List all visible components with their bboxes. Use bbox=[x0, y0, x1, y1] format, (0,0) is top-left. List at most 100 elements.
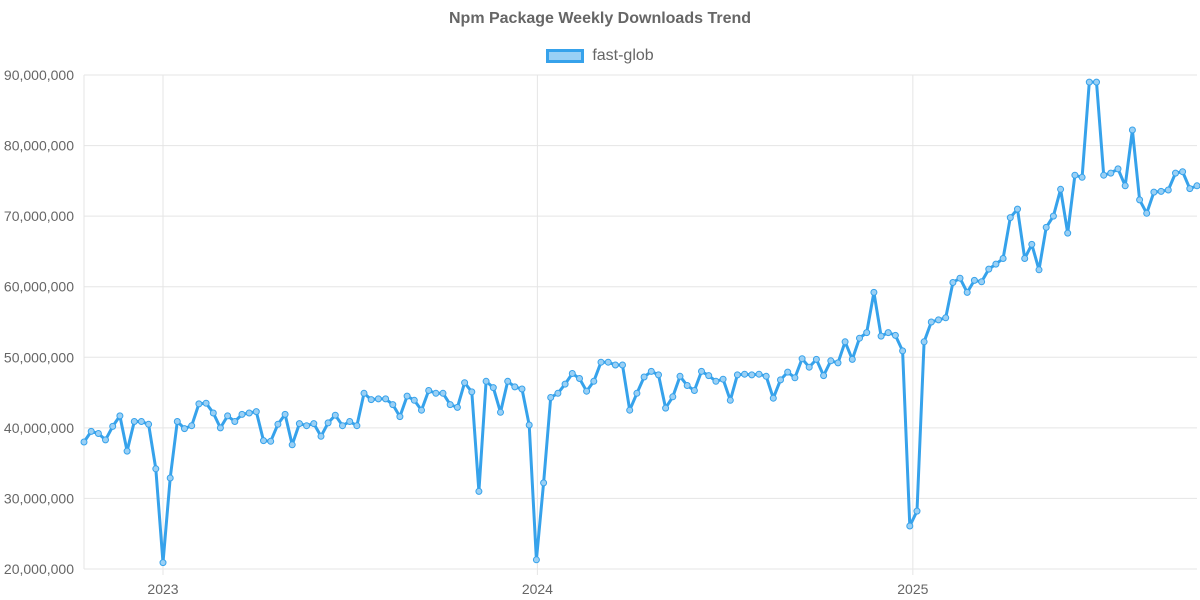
data-point bbox=[331, 411, 339, 419]
y-tick-label: 80,000,000 bbox=[4, 138, 74, 154]
data-point bbox=[260, 437, 267, 445]
data-point bbox=[554, 389, 562, 397]
chart-title: Npm Package Weekly Downloads Trend bbox=[448, 10, 752, 27]
data-point bbox=[604, 358, 612, 366]
data-point bbox=[547, 394, 555, 401]
data-point bbox=[611, 361, 619, 369]
data-point bbox=[1021, 255, 1029, 262]
data-point bbox=[181, 425, 188, 433]
data-point bbox=[418, 406, 425, 414]
data-point bbox=[755, 370, 763, 378]
data-point bbox=[762, 372, 770, 380]
data-point bbox=[468, 388, 476, 396]
data-point bbox=[461, 379, 469, 387]
x-tick-label: 2025 bbox=[897, 581, 928, 597]
data-point bbox=[489, 384, 497, 392]
data-point bbox=[152, 465, 160, 473]
data-point bbox=[446, 401, 454, 409]
data-point bbox=[1064, 229, 1072, 237]
data-point bbox=[453, 403, 461, 411]
data-point bbox=[1028, 240, 1036, 248]
data-point bbox=[726, 396, 734, 404]
data-point bbox=[626, 406, 634, 414]
data-point bbox=[820, 372, 828, 380]
data-point bbox=[288, 441, 296, 449]
x-tick-label: 2023 bbox=[147, 581, 178, 597]
data-point bbox=[597, 358, 605, 366]
legend[interactable]: fast-glob bbox=[0, 47, 1200, 65]
data-point bbox=[166, 474, 174, 482]
data-point bbox=[396, 413, 404, 421]
data-point bbox=[1049, 212, 1057, 220]
data-point bbox=[353, 422, 361, 430]
series-fast-glob bbox=[80, 78, 1200, 567]
data-point bbox=[970, 276, 978, 284]
data-point bbox=[913, 507, 921, 515]
data-point bbox=[863, 329, 871, 337]
data-point bbox=[949, 279, 957, 286]
data-point bbox=[274, 420, 282, 428]
data-point bbox=[733, 371, 741, 379]
x-tick-label: 2024 bbox=[522, 581, 553, 597]
data-point bbox=[525, 421, 533, 429]
y-tick-label: 90,000,000 bbox=[4, 67, 74, 83]
y-tick-label: 30,000,000 bbox=[4, 490, 74, 506]
data-point bbox=[482, 377, 490, 385]
data-point bbox=[202, 399, 210, 407]
data-point bbox=[94, 430, 102, 437]
data-point bbox=[295, 420, 303, 428]
data-point bbox=[1136, 196, 1144, 204]
data-point bbox=[432, 389, 440, 397]
data-point bbox=[583, 387, 591, 395]
data-point bbox=[195, 400, 203, 408]
data-point bbox=[791, 374, 799, 382]
data-point bbox=[188, 422, 196, 430]
data-point bbox=[367, 396, 375, 404]
data-point bbox=[209, 409, 217, 417]
data-point bbox=[748, 371, 756, 379]
data-point bbox=[1107, 169, 1115, 177]
data-point bbox=[137, 418, 145, 425]
data-point bbox=[870, 288, 878, 296]
data-point bbox=[812, 355, 820, 363]
data-point bbox=[224, 412, 232, 420]
data-point bbox=[245, 409, 253, 417]
data-point bbox=[439, 389, 447, 397]
y-axis: 20,000,000 30,000,000 40,000,000 50,000,000… bbox=[4, 67, 74, 577]
data-point bbox=[805, 363, 813, 371]
data-point bbox=[109, 422, 117, 430]
data-point bbox=[1186, 185, 1194, 193]
data-point bbox=[1014, 205, 1021, 213]
data-point bbox=[231, 418, 239, 425]
data-point bbox=[942, 314, 950, 322]
grid-lines bbox=[83, 74, 1197, 575]
data-point bbox=[382, 395, 390, 403]
data-point bbox=[1172, 169, 1179, 177]
data-point bbox=[834, 359, 842, 367]
data-point bbox=[568, 370, 576, 377]
data-point bbox=[1093, 78, 1100, 86]
data-point bbox=[978, 278, 986, 286]
data-point bbox=[1078, 173, 1086, 181]
legend-swatch bbox=[546, 49, 585, 63]
data-point bbox=[504, 377, 512, 385]
data-point bbox=[425, 387, 433, 394]
data-point bbox=[267, 437, 275, 445]
data-point bbox=[856, 334, 863, 342]
data-point bbox=[1085, 78, 1093, 86]
data-point bbox=[123, 447, 131, 455]
data-point bbox=[640, 373, 648, 381]
data-point bbox=[1057, 185, 1065, 193]
legend-label: fast-glob bbox=[592, 47, 654, 64]
data-point bbox=[935, 316, 942, 324]
data-point bbox=[633, 389, 641, 397]
series-line bbox=[82, 80, 1198, 565]
data-point bbox=[698, 367, 705, 375]
data-point bbox=[252, 408, 260, 416]
data-point bbox=[324, 419, 332, 427]
data-point bbox=[238, 410, 246, 418]
data-point bbox=[532, 556, 540, 564]
data-point bbox=[1157, 187, 1165, 195]
data-point bbox=[891, 331, 899, 339]
